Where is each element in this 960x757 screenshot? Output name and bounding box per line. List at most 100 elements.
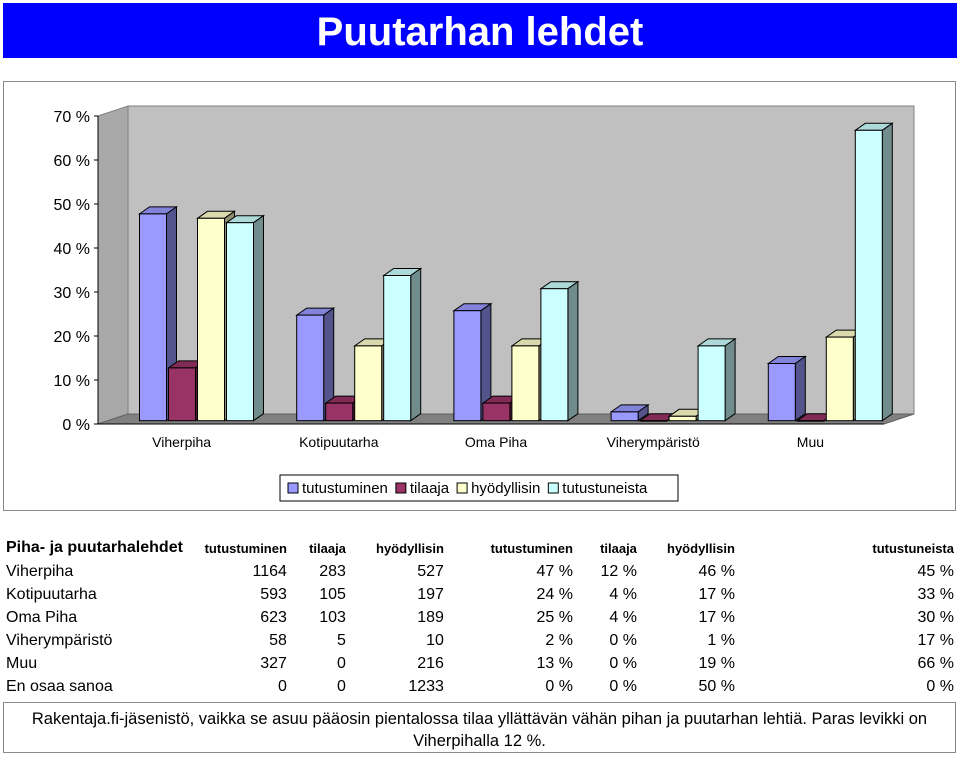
legend-swatch xyxy=(287,482,299,494)
table-row: Viherympäristö 58 5 10 2 % 0 % 1 % 17 % xyxy=(0,629,960,652)
column-header: tutustuneista xyxy=(872,540,954,556)
bar-side xyxy=(567,280,579,422)
bar-face xyxy=(767,363,796,422)
table-cell: 0 % xyxy=(609,677,637,695)
row-label: Kotipuutarha xyxy=(6,585,97,603)
page-title: Puutarhan lehdet xyxy=(316,10,644,54)
table-cell: 47 % xyxy=(536,562,573,580)
table-cell: 50 % xyxy=(698,677,735,695)
table-row: Muu 327 0 216 13 % 0 % 19 % 66 % xyxy=(0,652,960,675)
table-header-title: Piha- ja puutarhalehdet xyxy=(6,539,183,556)
y-tick-label: 60 % xyxy=(54,153,90,170)
table-cell: 10 xyxy=(426,631,444,649)
bar-face xyxy=(168,367,196,422)
chart-frame: 0 % 10 % 20 % 30 % 40 % 50 % 60 % 70 % Viherpiha… xyxy=(3,81,956,511)
bar-tutustuminen-Viherympäristö xyxy=(609,403,650,422)
column-header: tutustuminen xyxy=(204,540,287,556)
bar-face xyxy=(668,415,697,422)
table-cell: 103 xyxy=(319,608,346,626)
bar-tutustuneista-Kotipuutarha xyxy=(382,267,423,422)
column-header: tilaaja xyxy=(309,540,346,556)
x-tick-label: Muu xyxy=(797,434,824,450)
bar-face xyxy=(610,411,639,422)
bar-tutustuneista-Muu xyxy=(853,122,894,422)
bar-face xyxy=(540,288,569,422)
table-cell: 0 xyxy=(337,677,346,695)
column-header: tutustuminen xyxy=(490,540,573,556)
table-cell: 30 % xyxy=(917,608,954,626)
table-cell: 216 xyxy=(417,654,444,672)
x-tick-label: Kotipuutarha xyxy=(299,434,379,450)
y-tick-label: 10 % xyxy=(54,373,90,390)
bar-tutustuminen-Kotipuutarha xyxy=(295,307,336,422)
table-cell: 527 xyxy=(417,562,444,580)
x-tick-label: Viherympäristö xyxy=(607,434,700,450)
table-cell: 623 xyxy=(260,608,287,626)
bar-side xyxy=(724,337,736,422)
y-tick-label: 30 % xyxy=(54,285,90,302)
x-tick-label: Oma Piha xyxy=(465,434,527,450)
legend-item-label: tutustuneista xyxy=(562,480,648,497)
bar-face xyxy=(453,310,482,422)
table-cell: 17 % xyxy=(698,608,735,626)
bar-side xyxy=(881,122,893,422)
bar-face xyxy=(197,217,225,422)
chart-legend: tutustuminen tilaaja hyödyllisin tutustunei… xyxy=(279,474,679,502)
table-row: Kotipuutarha 593 105 197 24 % 4 % 17 % 3… xyxy=(0,583,960,606)
legend-swatch xyxy=(547,482,559,494)
bar-face xyxy=(296,314,325,422)
legend-swatch xyxy=(456,482,468,494)
table-header-row: Piha- ja puutarhalehdet tutustuminen til… xyxy=(0,536,960,560)
row-label: Oma Piha xyxy=(6,608,78,626)
x-tick-label: Viherpiha xyxy=(152,434,211,450)
table-cell: 0 % xyxy=(545,677,573,695)
table-row: Oma Piha 623 103 189 25 % 4 % 17 % 30 % xyxy=(0,606,960,629)
bar-face xyxy=(325,402,354,422)
table-cell: 33 % xyxy=(917,585,954,603)
bar-face xyxy=(482,402,511,422)
bar-tutustuneista-Viherpiha xyxy=(224,214,266,422)
y-tick-label: 70 % xyxy=(54,109,90,126)
table-cell: 66 % xyxy=(917,654,954,672)
legend-item-label: tilaaja xyxy=(410,480,450,497)
y-tick-label: 50 % xyxy=(54,197,90,214)
bar-tutustuminen-Oma Piha xyxy=(452,302,493,422)
table-cell: 25 % xyxy=(536,608,573,626)
y-tick-label: 40 % xyxy=(54,241,90,258)
table-row: En osaa sanoa 0 0 1233 0 % 0 % 50 % 0 % xyxy=(0,675,960,698)
table-cell: 0 % xyxy=(609,631,637,649)
table-cell: 1164 xyxy=(252,562,287,580)
footnote: Rakentaja.fi-jäsenistö, vaikka se asuu p… xyxy=(3,702,956,753)
table-cell: 1233 xyxy=(408,677,444,695)
table-cell: 189 xyxy=(417,608,444,626)
column-header: hyödyllisin xyxy=(376,540,444,556)
table-cell: 4 % xyxy=(609,608,637,626)
bar-face xyxy=(226,222,254,422)
table-row: Viherpiha 1164 283 527 47 % 12 % 46 % 45… xyxy=(0,560,960,583)
table-cell: 46 % xyxy=(698,562,735,580)
bar-face xyxy=(139,213,167,422)
bar-tutustuminen-Muu xyxy=(766,355,807,422)
table-cell: 45 % xyxy=(917,562,954,580)
column-header: tilaaja xyxy=(600,540,637,556)
bar-face xyxy=(697,345,726,422)
table-cell: 0 xyxy=(337,654,346,672)
bar-chart: 0 % 10 % 20 % 30 % 40 % 50 % 60 % 70 % Viherpiha… xyxy=(54,105,915,502)
data-table: Piha- ja puutarhalehdet tutustuminen til… xyxy=(0,536,960,698)
table-cell: 1 % xyxy=(707,631,735,649)
legend-box xyxy=(279,474,679,502)
legend-swatch xyxy=(395,482,407,494)
table-cell: 17 % xyxy=(917,631,954,649)
table-cell: 197 xyxy=(417,585,444,603)
y-tick-label: 20 % xyxy=(54,329,90,346)
bar-side xyxy=(410,267,422,422)
table-cell: 2 % xyxy=(545,631,573,649)
chart-side-wall xyxy=(97,105,129,425)
table-cell: 327 xyxy=(260,654,287,672)
title-banner: Puutarhan lehdet xyxy=(3,3,957,58)
bar-side xyxy=(253,214,264,422)
table-cell: 58 xyxy=(269,631,287,649)
table-cell: 12 % xyxy=(600,562,637,580)
column-header: hyödyllisin xyxy=(667,540,735,556)
table-cell: 19 % xyxy=(698,654,735,672)
